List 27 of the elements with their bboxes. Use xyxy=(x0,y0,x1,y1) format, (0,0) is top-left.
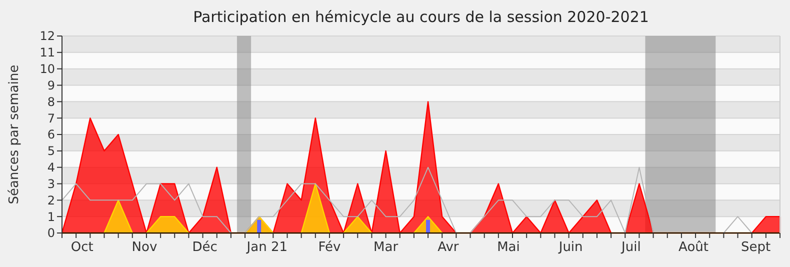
x-tick-label: Juil xyxy=(620,240,641,255)
x-tick-label: Août xyxy=(678,240,709,255)
y-tick-label: 8 xyxy=(47,94,55,109)
x-tick-label: Nov xyxy=(132,240,158,255)
y-tick-label: 9 xyxy=(47,78,55,92)
chart-title: Participation en hémicycle au cours de la session 2020-2021 xyxy=(193,8,649,26)
x-tick-label: Avr xyxy=(438,240,460,255)
x-tick-label: Mai xyxy=(497,240,520,255)
x-tick-label: Sept xyxy=(741,240,771,255)
y-axis-title: Séances par semaine xyxy=(7,64,22,204)
y-tick-label: 2 xyxy=(47,193,55,208)
y-tick-label: 1 xyxy=(47,210,55,224)
x-tick-label: Déc xyxy=(192,240,218,255)
y-tick-label: 5 xyxy=(47,144,55,158)
x-tick-label: Juin xyxy=(558,240,583,255)
y-tick-label: 10 xyxy=(40,62,55,76)
x-tick-label: Oct xyxy=(70,240,94,255)
y-tick-label: 0 xyxy=(47,226,55,240)
x-tick-label: Fév xyxy=(318,240,342,255)
y-tick-label: 6 xyxy=(47,128,55,142)
y-tick-label: 11 xyxy=(40,46,55,60)
x-tick-label: Jan 21 xyxy=(246,240,288,255)
y-tick-label: 7 xyxy=(47,111,55,126)
x-tick-label: Mar xyxy=(374,240,399,255)
y-tick-label: 12 xyxy=(40,29,55,44)
y-tick-label: 3 xyxy=(47,176,55,191)
y-tick-label: 4 xyxy=(47,160,55,175)
